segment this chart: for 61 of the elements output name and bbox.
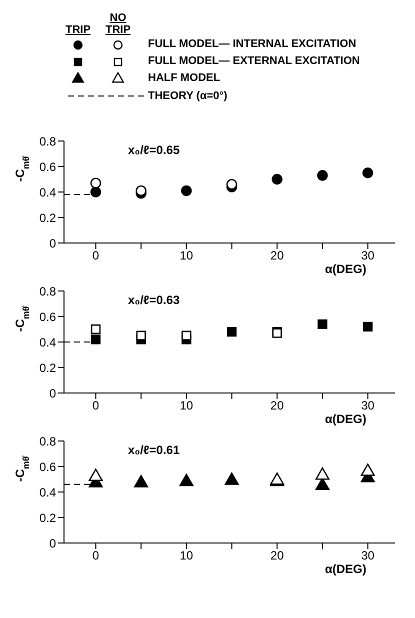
- point: [182, 330, 192, 340]
- point: [226, 326, 237, 337]
- x-tick-label: 20: [270, 548, 284, 563]
- y-tick-label: 0.8: [39, 134, 56, 148]
- y-tick-label: 0.6: [39, 160, 56, 174]
- annotation: x₀/ℓ=0.63: [128, 293, 180, 307]
- x-tick-label: 20: [270, 248, 284, 263]
- x-tick-label: 10: [180, 248, 194, 263]
- point: [317, 170, 328, 181]
- y-tick-label: 0: [49, 386, 56, 400]
- y-tick-label: 0.4: [39, 485, 56, 500]
- x-tick-label: 30: [361, 398, 375, 413]
- y-tick-label: 0.8: [39, 284, 56, 298]
- point: [318, 319, 328, 329]
- point: [315, 467, 330, 480]
- legend-title: FULL MODEL— EXTERNAL EXCITATION: [147, 54, 360, 69]
- y-tick-label: 0.4: [39, 185, 56, 200]
- point: [88, 468, 103, 482]
- text: THEORY (α=0°): [147, 90, 228, 102]
- x-axis-title: α(DEG): [325, 562, 366, 576]
- point: [272, 174, 282, 185]
- point: [136, 330, 146, 340]
- point: [224, 472, 239, 485]
- point: [179, 474, 194, 486]
- x-tick-label: 20: [270, 398, 284, 413]
- point: [90, 186, 102, 198]
- y-tick-label: 0: [49, 236, 56, 250]
- y-tick-label: 0.2: [39, 210, 56, 225]
- point: [360, 464, 375, 476]
- point: [315, 478, 330, 490]
- text: NO TRIP: [104, 12, 132, 36]
- x-tick-label: 30: [361, 548, 375, 563]
- x-tick-label: 10: [180, 548, 194, 563]
- point: [136, 185, 146, 196]
- text: TRIP: [65, 24, 91, 36]
- x-tick-label: 0: [92, 548, 100, 563]
- legend-title: HALF MODEL: [147, 71, 222, 86]
- x-axis-title: α(DEG): [325, 262, 366, 276]
- point: [90, 324, 101, 334]
- x-tick-label: 10: [180, 398, 194, 413]
- point: [181, 185, 192, 196]
- annotation: x₀/ℓ=0.61: [128, 443, 180, 457]
- y-tick-label: 0.4: [39, 335, 56, 350]
- point: [90, 334, 101, 344]
- point: [90, 178, 102, 188]
- y-tick-label: 0.8: [39, 434, 56, 448]
- annotation: x₀/ℓ=0.65: [128, 143, 180, 157]
- point: [134, 475, 148, 488]
- x-axis-title: α(DEG): [325, 412, 366, 426]
- y-tick-label: 0: [49, 536, 56, 550]
- y-tick-label: 0.6: [39, 310, 56, 324]
- legend-title: FULL MODEL— INTERNAL EXCITATION: [147, 37, 358, 52]
- point: [226, 178, 238, 190]
- y-tick-label: 0.2: [39, 360, 56, 375]
- x-tick-label: 0: [92, 248, 100, 263]
- y-tick-label: 0.6: [39, 460, 56, 474]
- y-tick-label: 0.2: [39, 510, 56, 525]
- x-tick-label: 0: [92, 398, 100, 413]
- point: [362, 168, 374, 178]
- x-tick-label: 30: [361, 248, 375, 263]
- point: [362, 322, 373, 332]
